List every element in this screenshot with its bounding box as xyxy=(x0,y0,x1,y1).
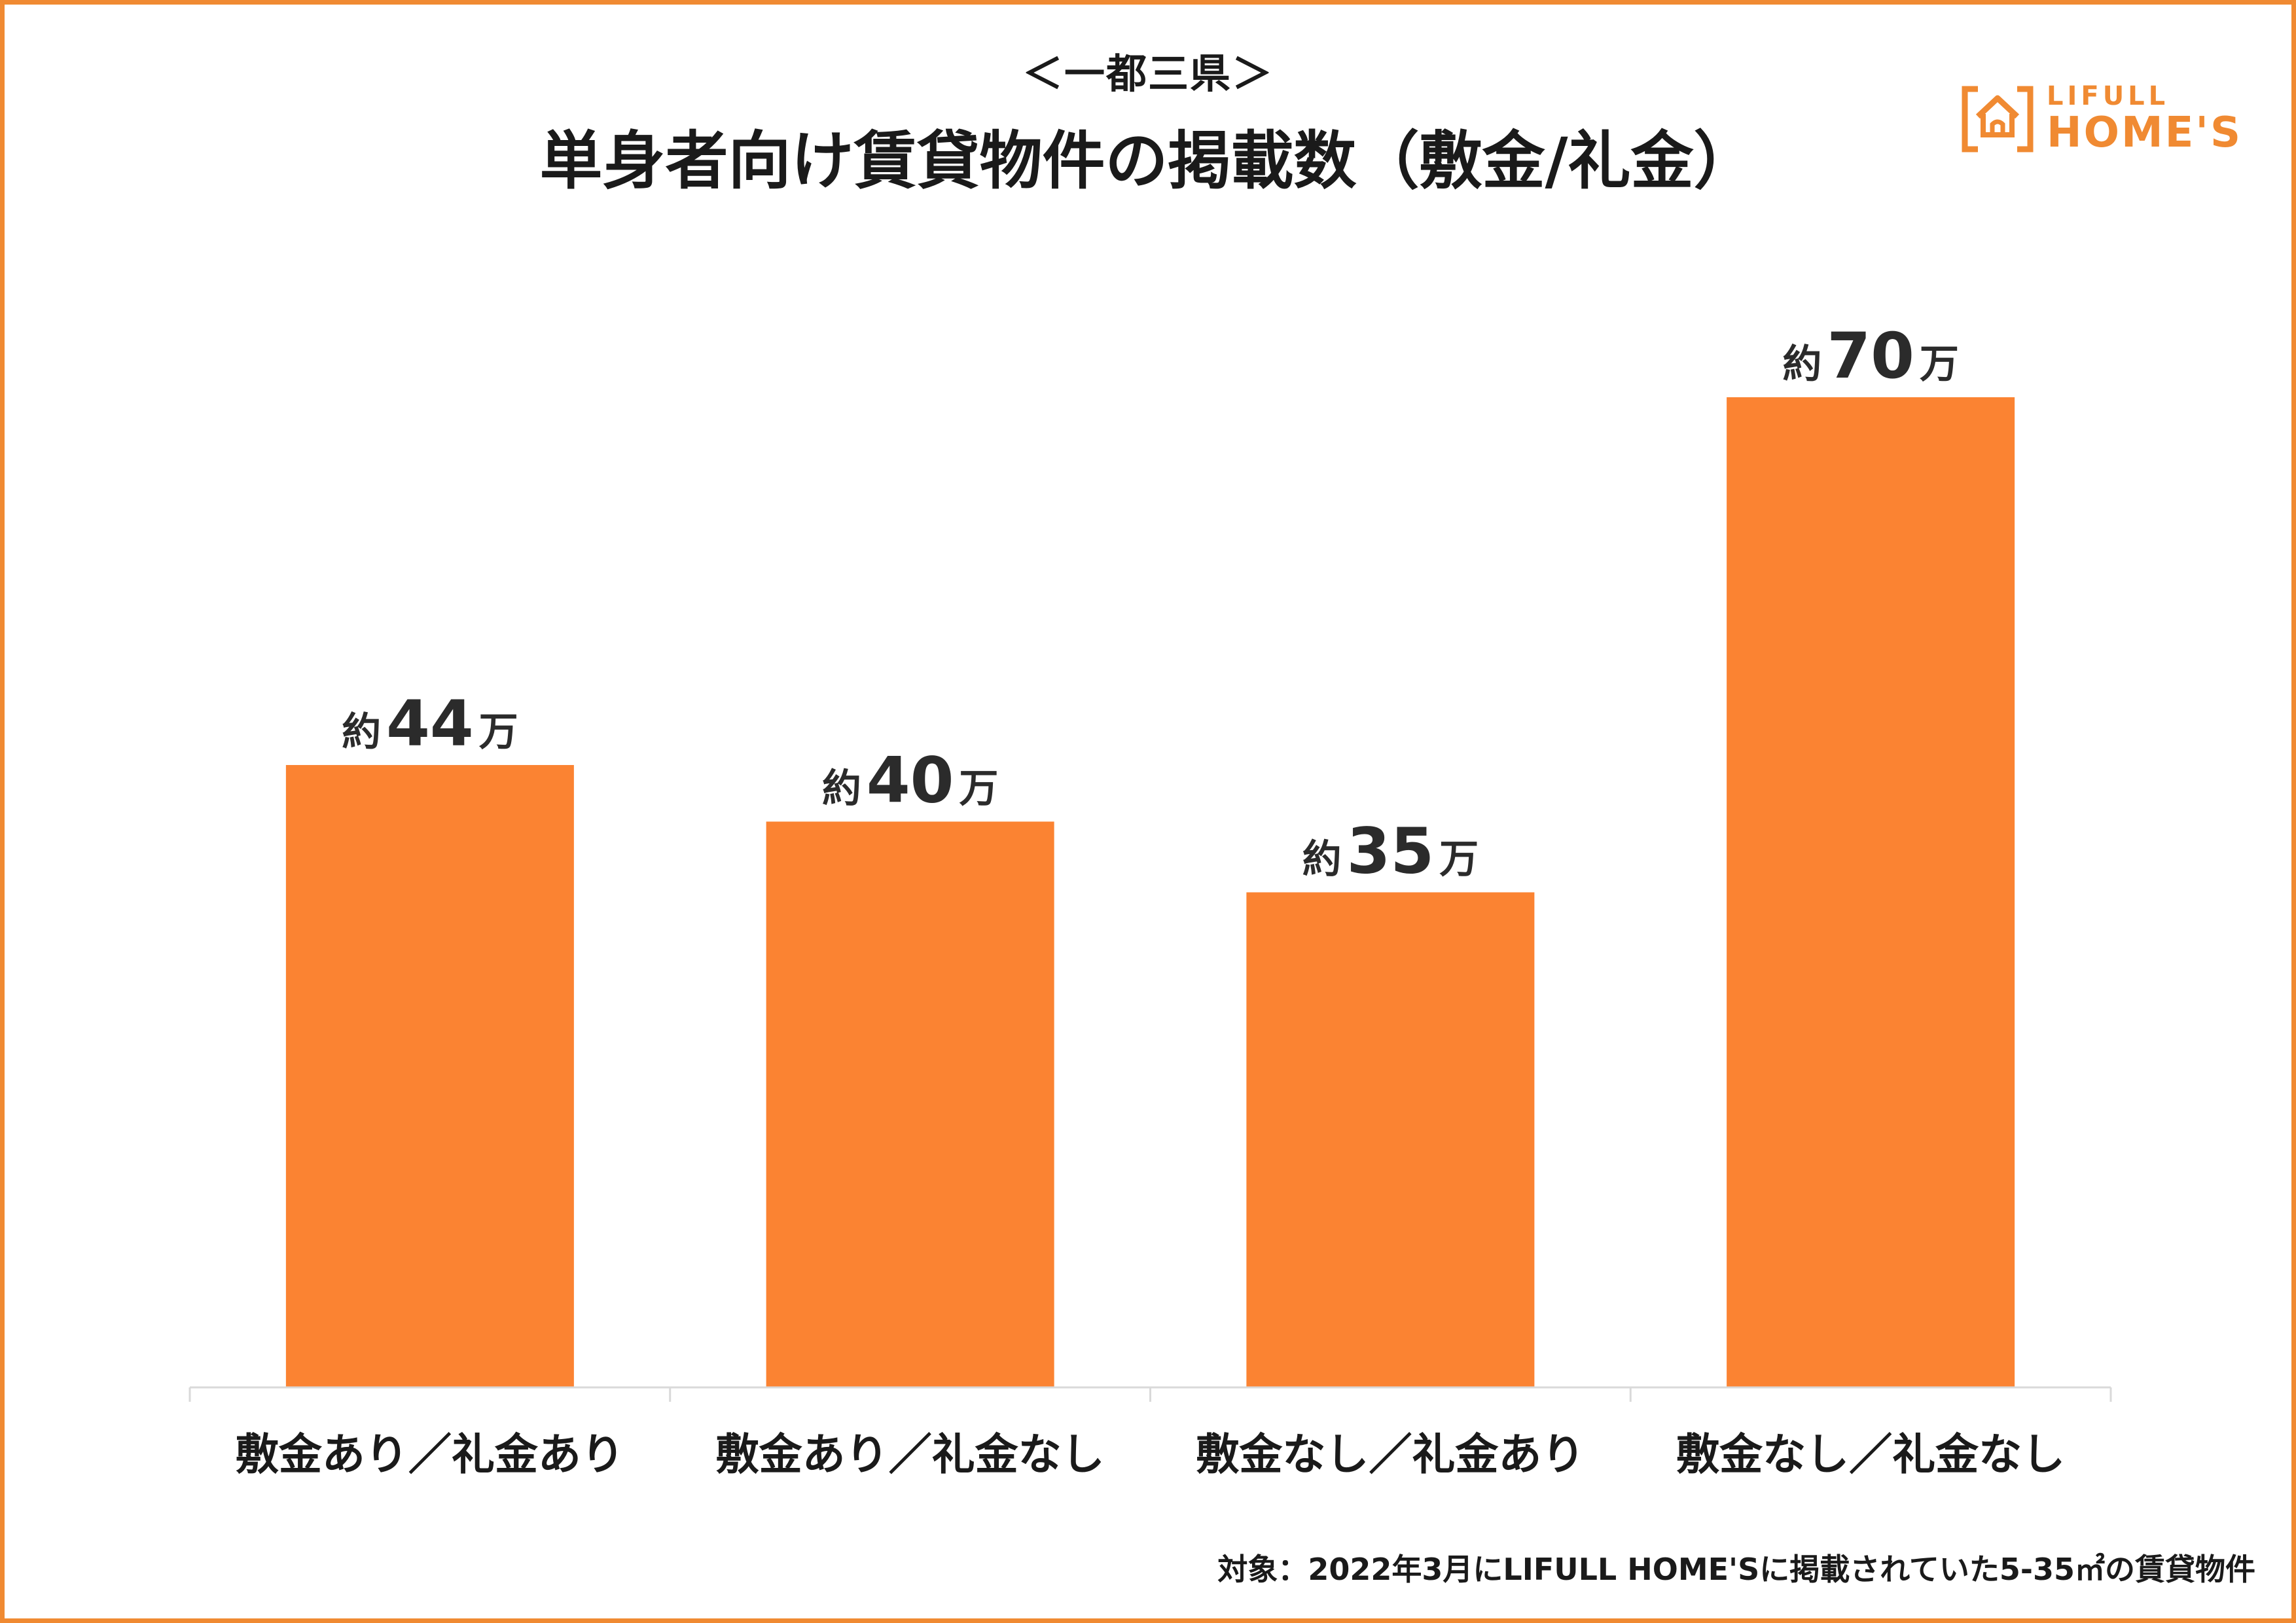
bar-4 xyxy=(1727,397,2015,1387)
bar-value-label-2: 約40 万 xyxy=(822,743,999,817)
logo-text-lifull: LIFULL xyxy=(2047,81,2170,111)
bar-2 xyxy=(766,821,1054,1387)
bar-value-label-3: 約35 万 xyxy=(1302,815,1479,888)
bar-3 xyxy=(1246,892,1535,1387)
logo-text-homes: HOME'S xyxy=(2047,109,2243,157)
bar-value-label-1: 約44 万 xyxy=(342,687,518,760)
footnote: 対象：2022年3月にLIFULL HOME'Sに掲載されていた5-35㎡の賃貸… xyxy=(1217,1552,2255,1587)
chart-subtitle: ＜一都三県＞ xyxy=(1022,50,1274,98)
bar-1 xyxy=(285,764,574,1387)
bar-value-label-4: 約70 万 xyxy=(1782,319,1959,393)
category-label-4: 敷金なし／礼金なし xyxy=(1676,1429,2065,1480)
category-label-1: 敷金あり／礼金あり xyxy=(236,1429,624,1480)
chart-title: 単身者向け賃貸物件の掲載数（敷金/礼金） xyxy=(539,124,1757,198)
category-label-2: 敷金あり／礼金なし xyxy=(716,1429,1105,1480)
house-icon xyxy=(1962,86,2034,152)
category-label-3: 敷金なし／礼金あり xyxy=(1196,1429,1585,1480)
lifull-homes-logo: LIFULL HOME'S xyxy=(1958,77,2259,157)
